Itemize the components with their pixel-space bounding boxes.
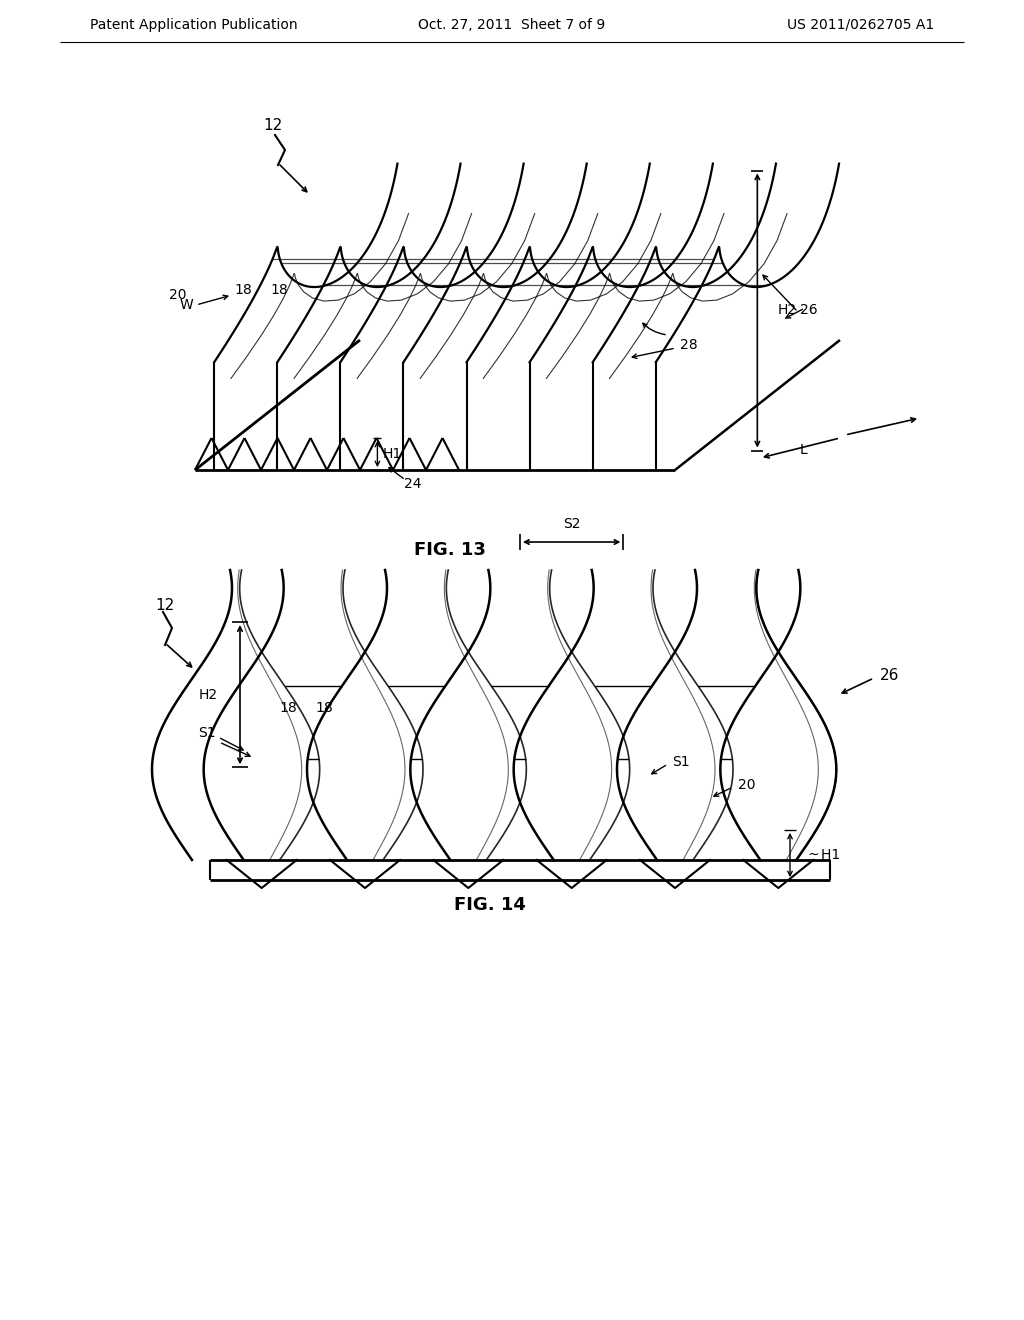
Text: H1: H1 (383, 447, 402, 461)
Text: FIG. 14: FIG. 14 (454, 896, 526, 913)
Text: S1: S1 (199, 726, 216, 741)
Text: 28: 28 (680, 338, 697, 352)
Text: 12: 12 (263, 117, 283, 132)
Text: 18: 18 (315, 701, 333, 715)
Text: 12: 12 (155, 598, 174, 612)
Text: H2: H2 (777, 304, 797, 318)
Text: W: W (179, 298, 193, 312)
Text: ~ H1: ~ H1 (808, 847, 841, 862)
Text: Patent Application Publication: Patent Application Publication (90, 18, 298, 32)
Text: 26: 26 (880, 668, 899, 682)
Text: S2: S2 (563, 517, 581, 531)
Text: H2: H2 (199, 688, 218, 702)
Text: US 2011/0262705 A1: US 2011/0262705 A1 (786, 18, 934, 32)
Text: Oct. 27, 2011  Sheet 7 of 9: Oct. 27, 2011 Sheet 7 of 9 (419, 18, 605, 32)
Text: 18: 18 (234, 282, 252, 297)
Text: 24: 24 (403, 477, 421, 491)
Text: 20: 20 (169, 288, 186, 302)
Text: 18: 18 (270, 282, 288, 297)
Text: FIG. 13: FIG. 13 (414, 541, 486, 558)
Text: L: L (800, 444, 808, 457)
Text: 26: 26 (800, 304, 817, 317)
Text: 18: 18 (280, 701, 297, 715)
Text: 20: 20 (738, 777, 756, 792)
Text: S1: S1 (672, 755, 689, 770)
